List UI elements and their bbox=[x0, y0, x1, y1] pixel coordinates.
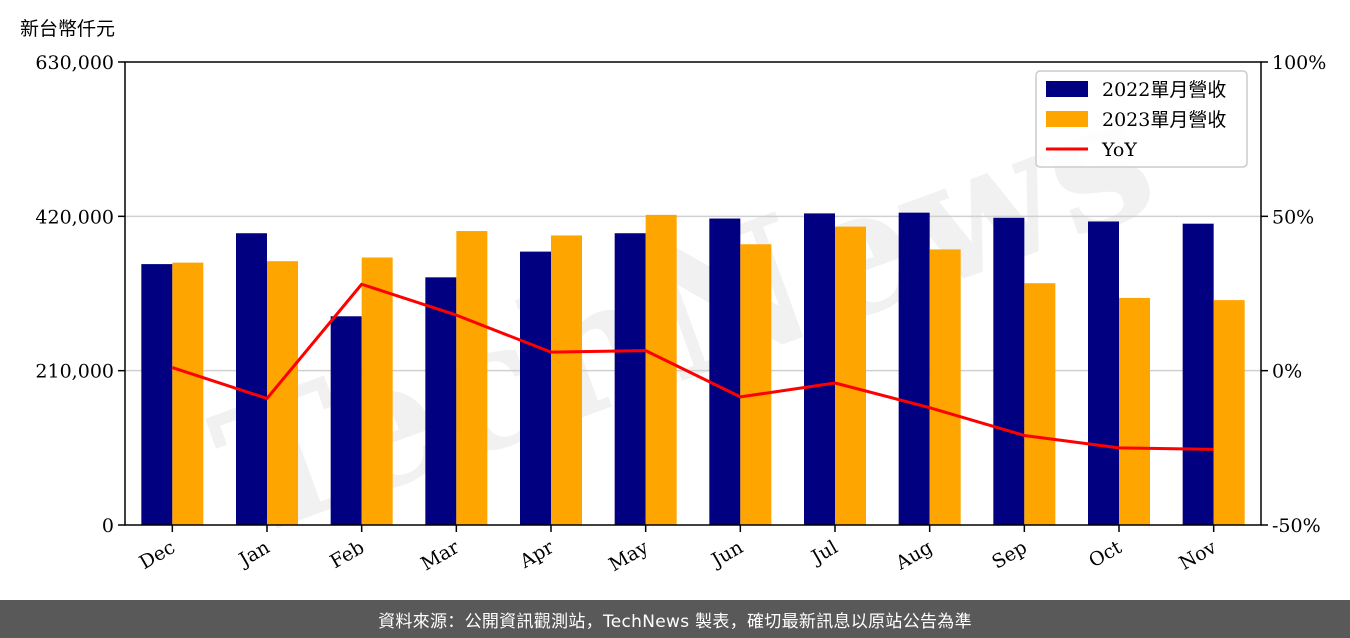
y-right-tick-label: 0% bbox=[1272, 361, 1302, 383]
y-left-tick-label: 210,000 bbox=[35, 361, 114, 383]
x-tick-label-jun: Jun bbox=[706, 536, 747, 572]
legend-swatch bbox=[1046, 111, 1088, 127]
bar-2023-dec bbox=[172, 262, 204, 525]
x-tick-label-mar: Mar bbox=[417, 536, 463, 575]
bar-2023-jun bbox=[740, 244, 772, 525]
bar-2023-aug bbox=[929, 249, 961, 525]
x-tick-label-oct: Oct bbox=[1085, 536, 1126, 572]
bar-2022-aug bbox=[898, 212, 930, 525]
legend-swatch bbox=[1046, 81, 1088, 97]
x-tick-label-may: May bbox=[605, 536, 652, 576]
bar-2023-jul bbox=[835, 226, 866, 525]
bar-2022-may bbox=[614, 233, 646, 525]
y-left-tick-label: 420,000 bbox=[35, 206, 114, 228]
y-right-tick-label: -50% bbox=[1272, 515, 1321, 537]
bar-2023-apr bbox=[551, 235, 582, 525]
x-tick-label-apr: Apr bbox=[515, 536, 558, 573]
bar-2023-sep bbox=[1024, 283, 1056, 525]
bars bbox=[141, 212, 1245, 526]
x-tick-label-sep: Sep bbox=[988, 536, 1031, 573]
bar-2022-sep bbox=[993, 217, 1025, 526]
legend: 2022單月營收 2023單月營收 YoY bbox=[1035, 70, 1248, 168]
legend-label: YoY bbox=[1101, 139, 1137, 161]
x-tick-label-dec: Dec bbox=[136, 536, 179, 574]
bar-2023-may bbox=[645, 214, 677, 525]
bar-2022-apr bbox=[520, 251, 551, 525]
legend-box bbox=[1035, 70, 1248, 168]
y-right-tick-label: 100% bbox=[1272, 52, 1326, 74]
y-left-tick-label: 630,000 bbox=[35, 52, 114, 74]
y-axis-unit-label: 新台幣仟元 bbox=[20, 18, 116, 40]
plot-frame bbox=[124, 61, 1262, 526]
yoy-line bbox=[171, 282, 1214, 451]
x-tick-label-nov: Nov bbox=[1176, 536, 1221, 575]
legend-label: 2023單月營收 bbox=[1102, 109, 1226, 131]
y-left-tick-label: 0 bbox=[102, 515, 114, 537]
bar-2022-jan bbox=[236, 233, 267, 525]
revenue-chart: TechNews 0210,000420,000630,000-50%0%50%… bbox=[35, 52, 1326, 579]
bar-2022-jun bbox=[709, 218, 741, 526]
bar-2023-mar bbox=[456, 231, 488, 526]
grid-lines bbox=[125, 215, 1261, 372]
yoy-line-layer bbox=[171, 282, 1214, 451]
bar-2022-jul bbox=[804, 213, 835, 525]
x-tick-label-jul: Jul bbox=[806, 536, 841, 569]
bar-2023-oct bbox=[1119, 297, 1150, 525]
bar-2022-dec bbox=[141, 264, 173, 525]
source-footer: 資料來源：公開資訊觀測站，TechNews 製表，確切最新訊息以原站公告為準 bbox=[0, 600, 1350, 638]
bar-2022-feb bbox=[330, 316, 362, 525]
bar-2022-mar bbox=[425, 277, 457, 525]
bar-2022-nov bbox=[1182, 223, 1214, 525]
bar-2023-feb bbox=[361, 257, 393, 525]
bar-2022-oct bbox=[1088, 221, 1119, 525]
y-right-tick-label: 50% bbox=[1272, 206, 1314, 228]
x-tick-label-aug: Aug bbox=[891, 536, 936, 575]
bar-2023-nov bbox=[1213, 300, 1245, 525]
legend-label: 2022單月營收 bbox=[1102, 79, 1226, 101]
